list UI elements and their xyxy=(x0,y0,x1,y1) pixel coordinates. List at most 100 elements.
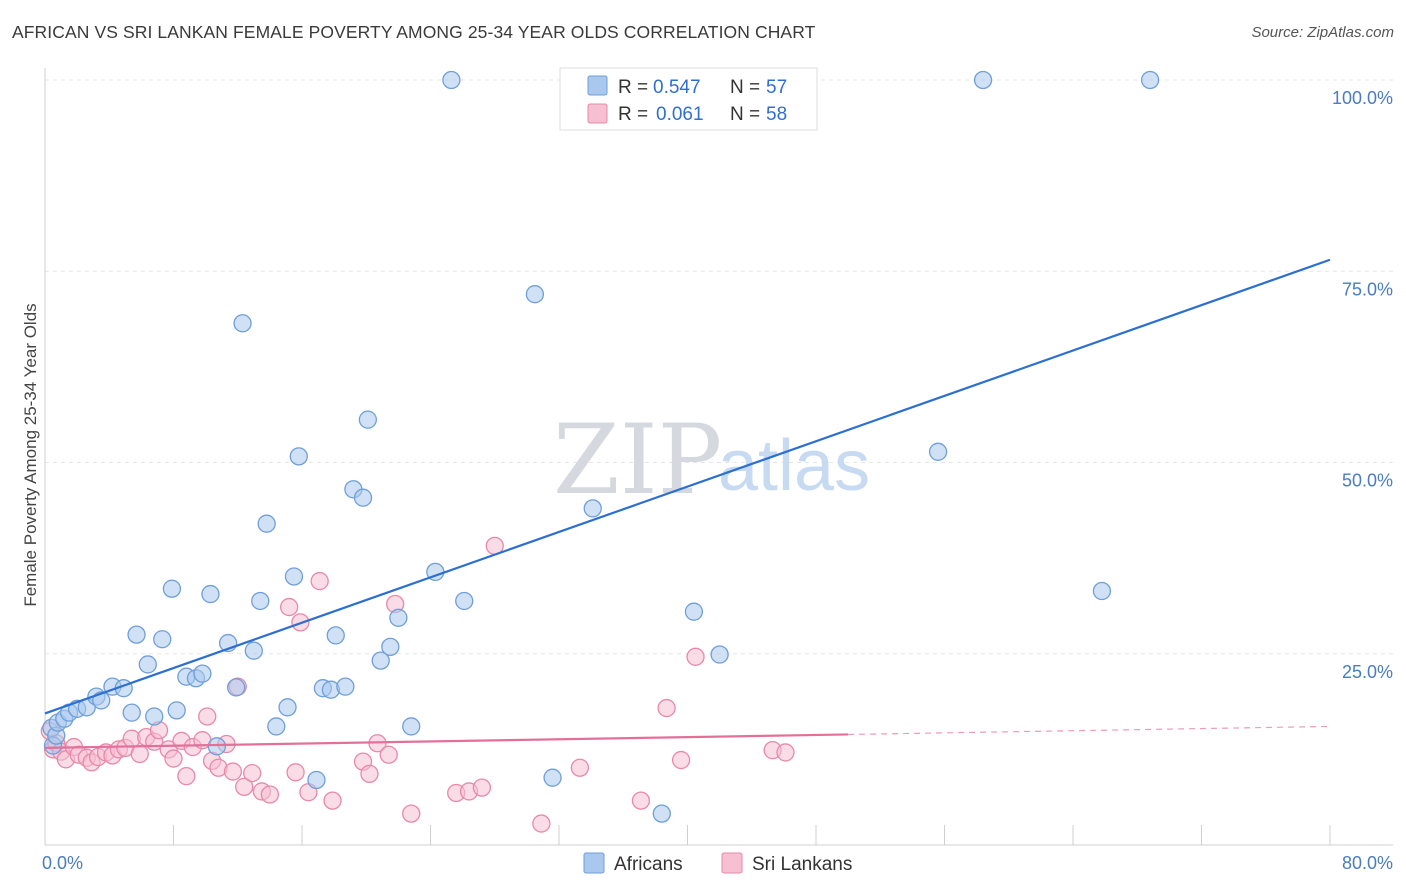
srilankans-trend-line-extension xyxy=(848,725,1331,736)
srilankans-point-40 xyxy=(323,791,342,810)
srilankans-point-51 xyxy=(532,814,551,833)
srilankans-point-36 xyxy=(286,763,305,782)
watermark-atlas: atlas xyxy=(718,426,870,506)
africans-point-49 xyxy=(525,285,545,304)
africans-point-53 xyxy=(684,602,704,621)
africans-point-54 xyxy=(710,645,729,664)
chart-source: Source: ZipAtlas.com xyxy=(1251,24,1394,41)
srilankans-point-39 xyxy=(310,571,329,591)
srilankans-point-53 xyxy=(631,791,651,810)
legend-srilankans-n-label: N = xyxy=(730,104,760,125)
africans-point-22 xyxy=(201,584,220,604)
srilankans-point-49 xyxy=(472,778,492,797)
africans-point-58 xyxy=(1140,70,1160,90)
legend-africans-r-label: R = xyxy=(618,77,648,98)
legend-srilankans-r-value: 0.061 xyxy=(656,104,704,125)
watermark: ZIP atlas xyxy=(553,404,870,516)
africans-point-23 xyxy=(207,737,227,756)
srilankans-point-56 xyxy=(686,647,705,666)
srilankans-point-54 xyxy=(657,698,676,718)
africans-point-55 xyxy=(928,442,948,461)
x-tick-label-min: 0.0% xyxy=(42,853,83,873)
srilankans-point-25 xyxy=(198,707,217,726)
x-tick-label-max: 80.0% xyxy=(1342,853,1393,873)
bottom-legend-srilankans: Sri Lankans xyxy=(752,854,852,875)
srilankans-point-34 xyxy=(260,785,280,804)
africans-point-37 xyxy=(326,626,345,645)
africans-point-45 xyxy=(402,717,421,736)
y-axis-label: Female Poverty Among 25-34 Year Olds xyxy=(21,303,40,606)
srilankans-point-44 xyxy=(379,745,398,764)
legend-swatch-africans xyxy=(587,75,608,96)
y-tick-label-3: 100.0% xyxy=(1332,88,1393,108)
africans-point-28 xyxy=(251,591,270,611)
africans-point-27 xyxy=(244,641,263,660)
legend-africans-n-label: N = xyxy=(730,77,760,98)
bottom-legend-swatch-srilankans xyxy=(721,852,743,874)
africans-point-13 xyxy=(127,625,146,644)
watermark-zip: ZIP xyxy=(553,404,722,516)
bottom-legend-africans: Africans xyxy=(614,854,683,875)
srilankans-point-20 xyxy=(164,749,183,768)
africans-point-18 xyxy=(167,701,186,720)
africans-point-32 xyxy=(284,567,304,586)
grid-lines xyxy=(45,79,1393,655)
africans-point-33 xyxy=(289,447,308,466)
africans-point-44 xyxy=(389,608,408,627)
srilankans-point-15 xyxy=(130,744,149,764)
africans-point-43 xyxy=(381,637,400,657)
series-legend: Africans Sri Lankans xyxy=(583,852,852,875)
srilankans-point-29 xyxy=(223,762,243,781)
africans-point-12 xyxy=(122,703,141,722)
y-tick-labels: 25.0% 50.0% 75.0% 100.0% xyxy=(1332,88,1393,682)
africans-point-38 xyxy=(336,677,355,696)
legend-srilankans-r-label: R = xyxy=(618,104,648,125)
legend-srilankans-n-value: 58 xyxy=(766,104,787,125)
axes xyxy=(44,68,1393,846)
africans-point-42 xyxy=(371,651,390,670)
africans-point-52 xyxy=(652,804,671,823)
africans-point-56 xyxy=(973,70,993,90)
srilankans-point-58 xyxy=(776,743,795,762)
chart-title: AFRICAN VS SRI LANKAN FEMALE POVERTY AMO… xyxy=(12,22,816,42)
africans-point-31 xyxy=(278,698,297,717)
srilankans-point-42 xyxy=(360,764,379,784)
y-tick-label-0: 25.0% xyxy=(1342,662,1393,682)
y-tick-label-2: 75.0% xyxy=(1342,279,1393,299)
africans-point-47 xyxy=(442,70,461,90)
africans-point-15 xyxy=(145,707,164,726)
africans-point-50 xyxy=(543,768,562,787)
srilankans-point-46 xyxy=(402,804,421,823)
africans-point-41 xyxy=(358,410,378,429)
africans-point-16 xyxy=(153,630,172,649)
africans-point-26 xyxy=(233,314,252,333)
y-tick-label-1: 50.0% xyxy=(1342,471,1393,491)
bottom-legend-swatch-africans xyxy=(583,852,605,874)
africans-point-40 xyxy=(353,488,373,507)
srilankans-point-32 xyxy=(243,763,262,783)
africans-point-17 xyxy=(162,579,182,598)
africans-point-51 xyxy=(583,499,602,518)
africans-trend-line xyxy=(44,258,1331,715)
srilankans-point-55 xyxy=(671,750,691,770)
legend-africans-n-value: 57 xyxy=(766,77,787,98)
africans-point-14 xyxy=(138,655,157,674)
africans-point-48 xyxy=(455,591,474,611)
srilankans-point-22 xyxy=(177,767,196,786)
africans-point-29 xyxy=(257,514,276,533)
africans-point-30 xyxy=(267,717,286,736)
srilankans-point-31 xyxy=(235,777,254,797)
stats-legend: R = 0.547 N = 57 R = 0.061 N = 58 xyxy=(559,67,818,131)
legend-africans-r-value: 0.547 xyxy=(653,77,701,98)
trend-lines xyxy=(44,258,1331,749)
africans-point-57 xyxy=(1092,581,1112,601)
srilankans-trend-line xyxy=(44,733,849,749)
series-africans-points xyxy=(42,70,1160,823)
srilankans-point-35 xyxy=(279,597,299,617)
srilankans-point-52 xyxy=(570,758,590,777)
africans-point-21 xyxy=(193,664,212,683)
legend-swatch-srilankans xyxy=(587,103,608,124)
africans-point-34 xyxy=(307,770,326,790)
africans-point-25 xyxy=(226,678,246,697)
